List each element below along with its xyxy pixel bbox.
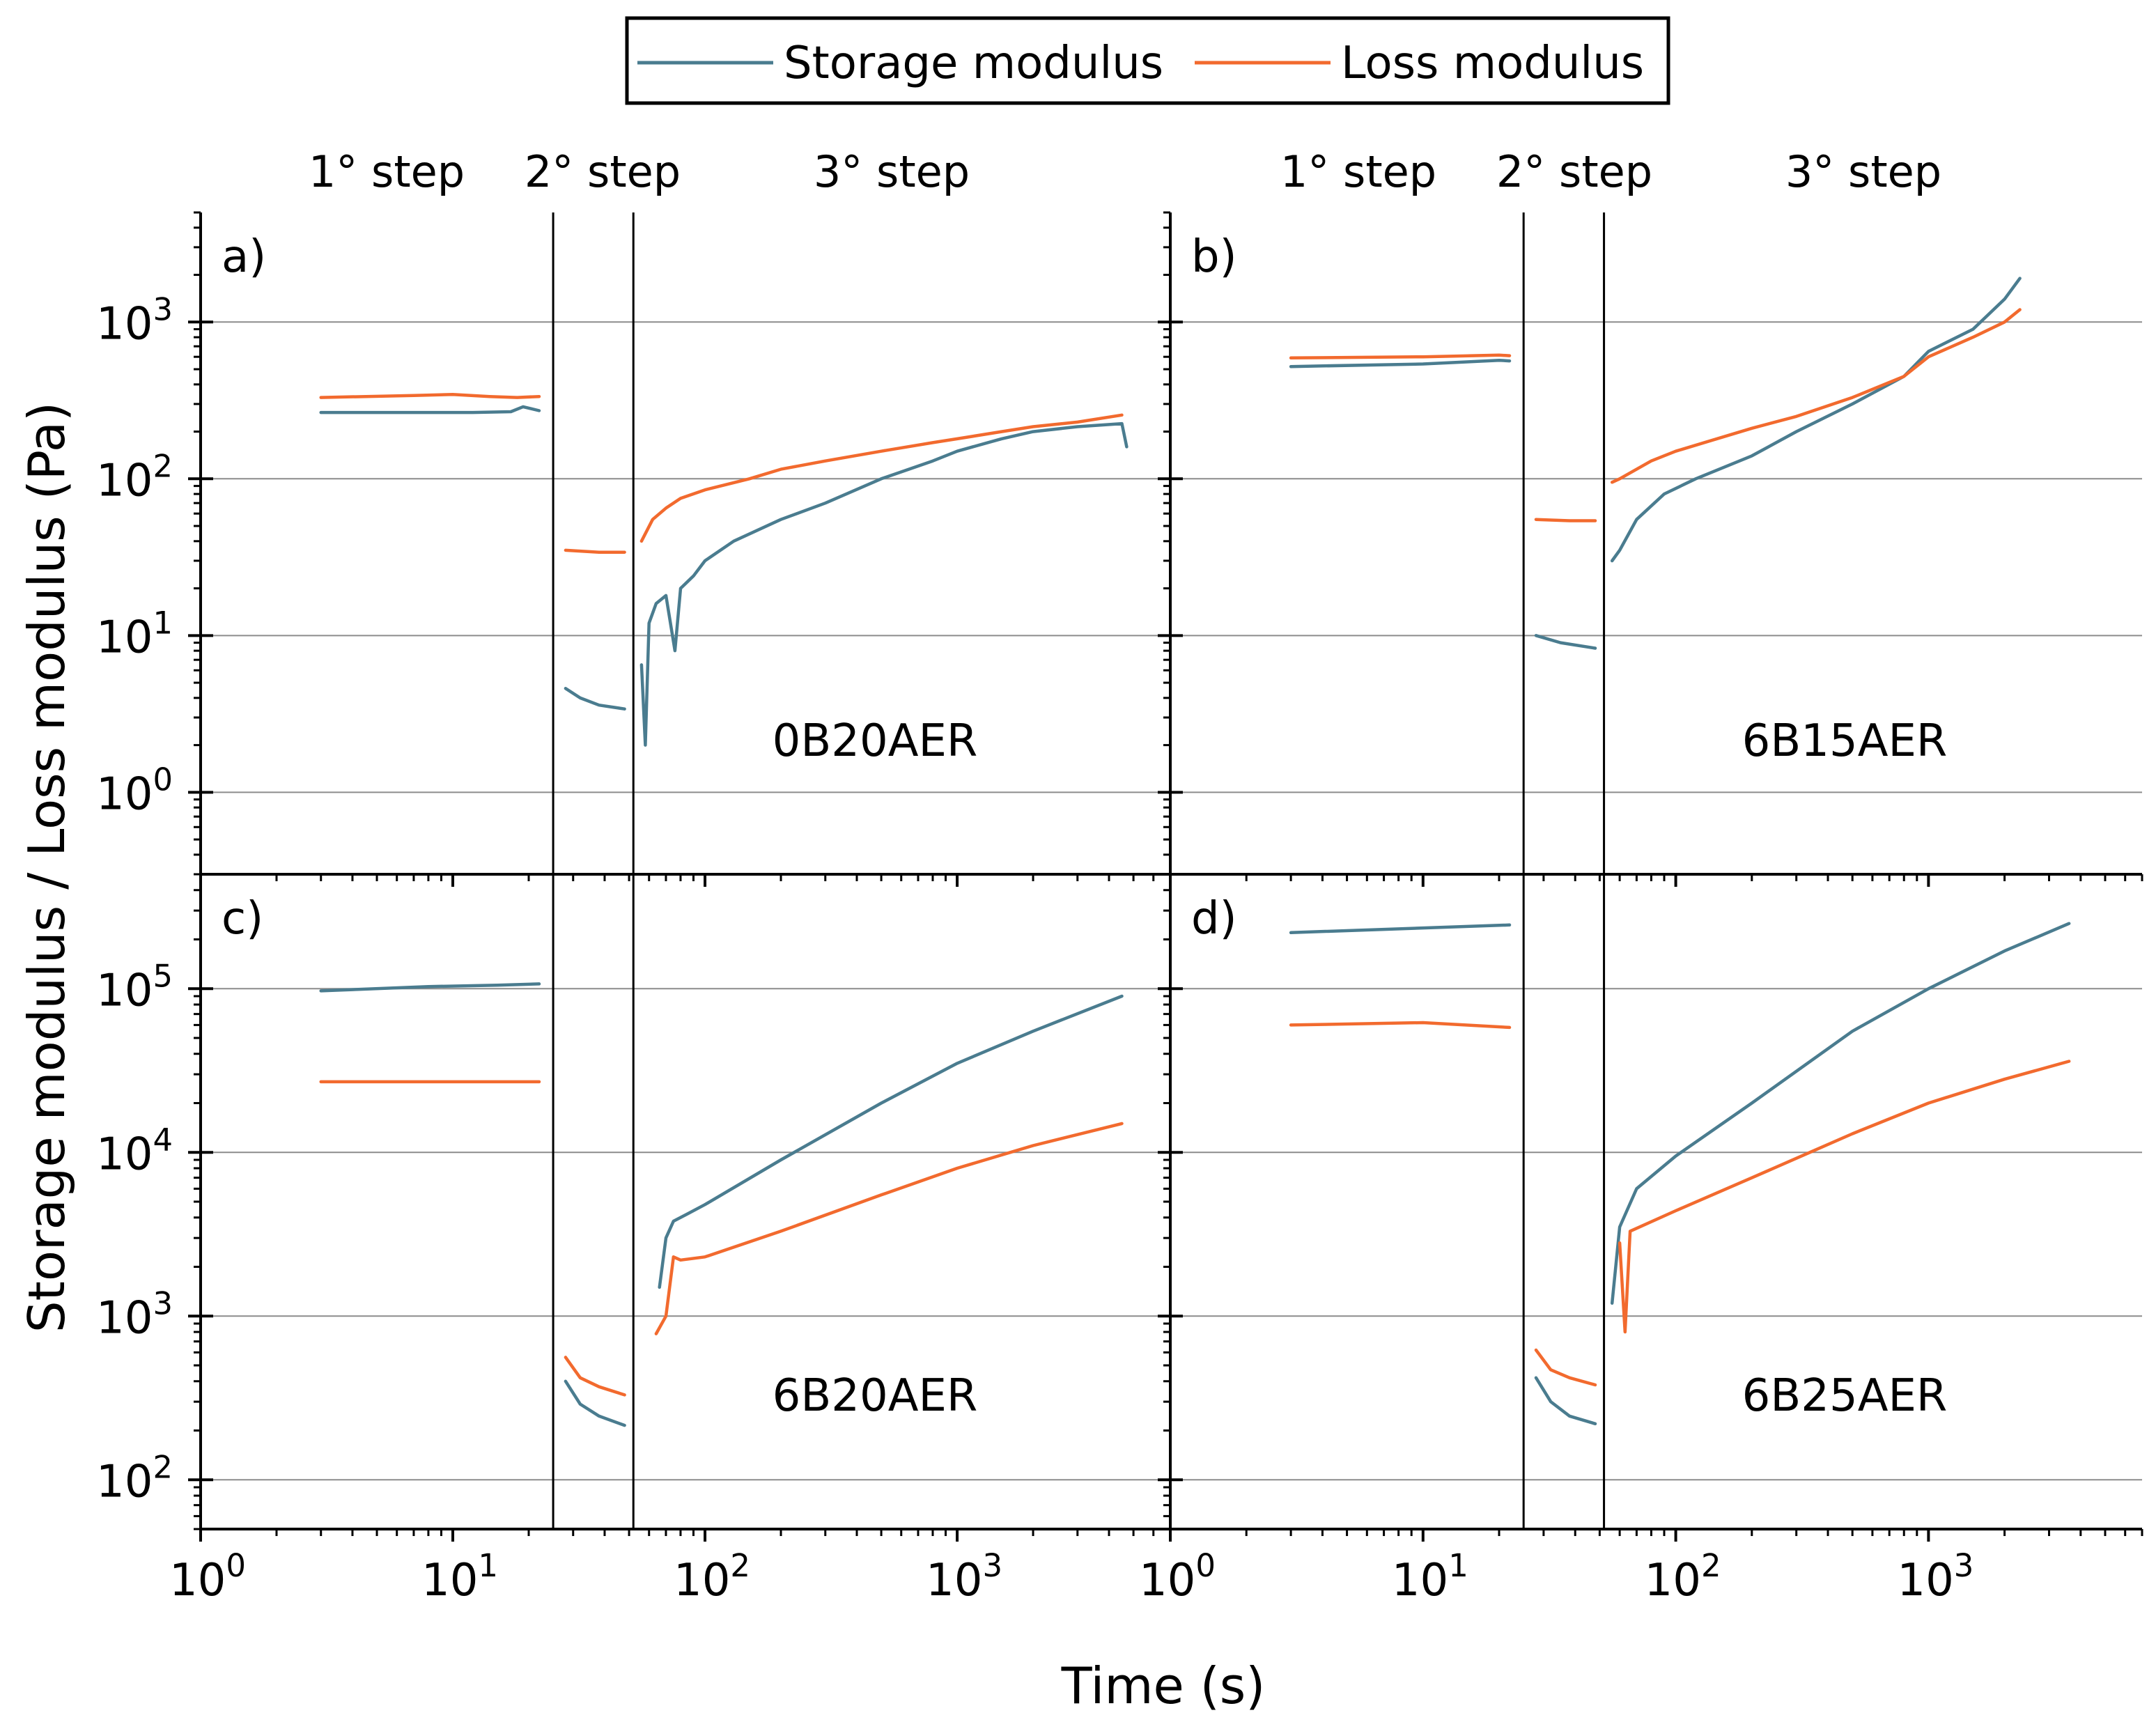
panels: 100101102103a)0B20AERb)6B15AER1021031041… — [96, 211, 2143, 1606]
loss-modulus-line — [654, 1122, 1124, 1335]
step-label: 3° step — [814, 146, 970, 197]
sample-label: 6B25AER — [1742, 1370, 1948, 1422]
panel-label: d) — [1191, 893, 1237, 945]
panel-label: c) — [222, 893, 263, 945]
x-tick-label: 103 — [926, 1547, 1002, 1606]
storage-modulus-line — [319, 405, 541, 414]
legend: Storage modulus Loss modulus — [625, 16, 1670, 105]
step-label: 1° step — [309, 146, 465, 197]
y-tick-label: 103 — [96, 290, 173, 350]
y-tick-label: 101 — [96, 604, 173, 663]
y-tick-label: 104 — [96, 1121, 173, 1180]
sample-label: 6B15AER — [1742, 715, 1948, 767]
y-tick-label: 100 — [96, 761, 173, 820]
loss-modulus-line — [1610, 308, 2022, 484]
loss-modulus-line — [319, 393, 541, 399]
x-tick-label: 101 — [421, 1547, 498, 1606]
storage-modulus-line — [319, 982, 541, 993]
storage-modulus-line — [639, 421, 1129, 747]
x-tick-label: 100 — [1139, 1547, 1216, 1606]
sample-label: 6B20AER — [773, 1370, 978, 1422]
panel-d: 100 101 102 103 d) 6B25AER — [1139, 873, 2143, 1606]
storage-modulus-line — [1610, 922, 2071, 1305]
loss-modulus-line — [564, 1356, 626, 1397]
loss-modulus-line — [1618, 1060, 2071, 1334]
storage-modulus-line — [658, 994, 1124, 1289]
legend-loss-label: Loss modulus — [1341, 38, 1644, 89]
x-tick-label: 102 — [1645, 1547, 1721, 1606]
x-axis-titles: Time (s) — [1061, 1657, 1266, 1715]
x-tick-label: 103 — [1897, 1547, 1973, 1606]
sample-label: 0B20AER — [773, 715, 978, 767]
storage-modulus-line — [1534, 1376, 1597, 1426]
loss-modulus-line — [564, 548, 626, 554]
storage-modulus-line — [564, 686, 626, 711]
step-label: 1° step — [1280, 146, 1436, 197]
y-tick-label: 102 — [96, 447, 173, 506]
loss-modulus-line — [1534, 518, 1597, 522]
panel-c: 102 103 104 105 100 101 102 103 c) 6B20AER — [96, 873, 1172, 1606]
x-tick-label: 101 — [1392, 1547, 1468, 1606]
step-labels-right: 1° step 2° step 3° step — [1280, 146, 1941, 197]
storage-modulus-line — [1289, 923, 1512, 935]
panel-b: b) 6B15AER — [1158, 211, 2143, 887]
loss-modulus-line — [639, 413, 1124, 543]
y-tick-label: 103 — [96, 1285, 173, 1344]
loss-modulus-line — [1289, 353, 1512, 360]
x-tick-label: 100 — [169, 1547, 246, 1606]
step-label: 2° step — [525, 146, 681, 197]
step-labels-left: 1° step 2° step 3° step — [309, 146, 970, 197]
storage-modulus-line — [1289, 358, 1512, 369]
loss-modulus-line — [1289, 1021, 1512, 1030]
legend-box — [625, 16, 1670, 105]
panel-a: 100 101 102 103 a) 0B20AER — [96, 211, 1172, 887]
y-axis-titles: Storage modulus / Loss modulus (Pa) — [17, 402, 76, 1333]
panel-label: b) — [1191, 231, 1237, 283]
step-label: 3° step — [1785, 146, 1941, 197]
y-axis-label: Storage modulus / Loss modulus (Pa) — [17, 402, 76, 1333]
legend-storage-label: Storage modulus — [784, 38, 1163, 89]
x-axis-label: Time (s) — [1061, 1657, 1266, 1715]
step-label: 2° step — [1496, 146, 1652, 197]
x-tick-label: 102 — [674, 1547, 750, 1606]
y-tick-label: 105 — [96, 957, 173, 1016]
storage-modulus-line — [1610, 277, 2022, 563]
storage-modulus-line — [1534, 634, 1597, 650]
panel-label: a) — [222, 231, 266, 283]
storage-modulus-line — [564, 1379, 626, 1427]
y-tick-label: 102 — [96, 1448, 173, 1507]
loss-modulus-line — [1534, 1348, 1597, 1387]
